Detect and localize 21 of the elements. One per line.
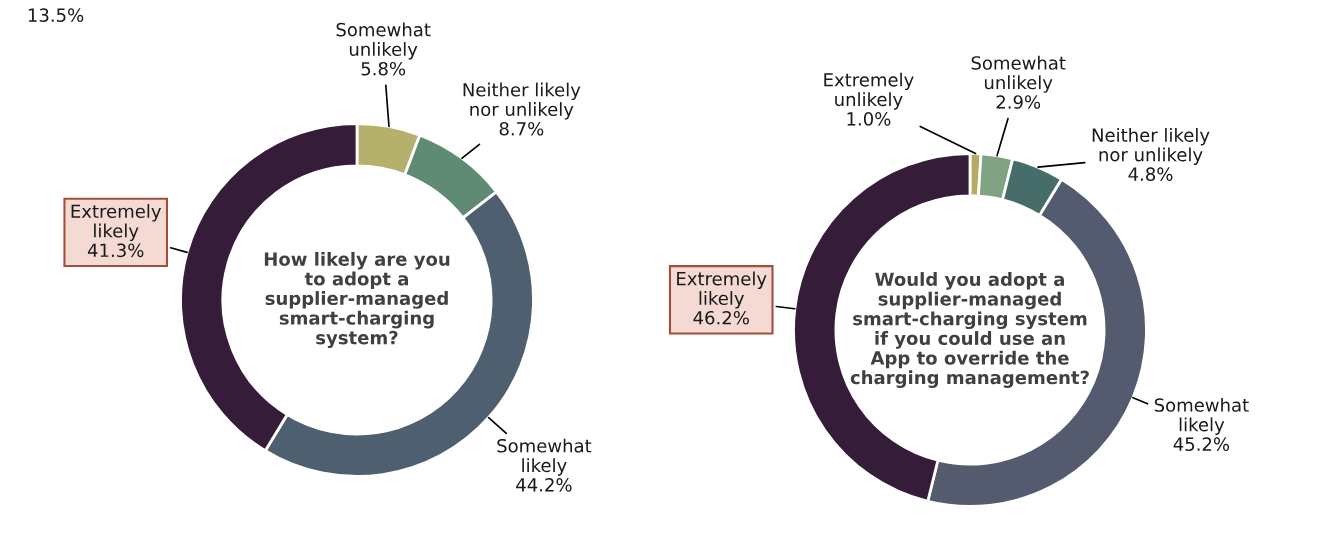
text: Would you adopt a supplier-managed smart-charging system if you could use an App to override the charging management?	[850, 272, 1089, 388]
data-label: 1.0%	[847, 112, 891, 126]
data-label: 2.9%	[996, 95, 1041, 109]
data-label: 5.8%	[361, 61, 406, 76]
slice-label: Extremely unlikely	[824, 72, 914, 110]
slice-label: Neither likely nor unlikely	[463, 82, 581, 120]
slice-label: Extremely likely	[677, 271, 767, 309]
slice-label: Extremely likely	[71, 204, 162, 242]
slice-label: Somewhat likely	[1154, 397, 1249, 435]
data-label: 41.3%	[87, 243, 144, 258]
text: How likely are you to adopt a supplier-managed smart-charging system?	[264, 251, 450, 349]
data-label: 46.2%	[693, 310, 749, 325]
text: 13.5%	[28, 8, 84, 22]
data-label: 8.7%	[499, 121, 544, 136]
data-label: 45.2%	[1173, 437, 1230, 451]
slice-label: Somewhat unlikely	[971, 55, 1066, 93]
slice-label: Somewhat likely	[497, 438, 592, 476]
slice-label: Somewhat unlikely	[336, 22, 431, 60]
data-label: 4.8%	[1128, 167, 1173, 181]
data-label: 44.2%	[516, 478, 572, 492]
slice-label: Neither likely nor unlikely	[1092, 127, 1210, 165]
